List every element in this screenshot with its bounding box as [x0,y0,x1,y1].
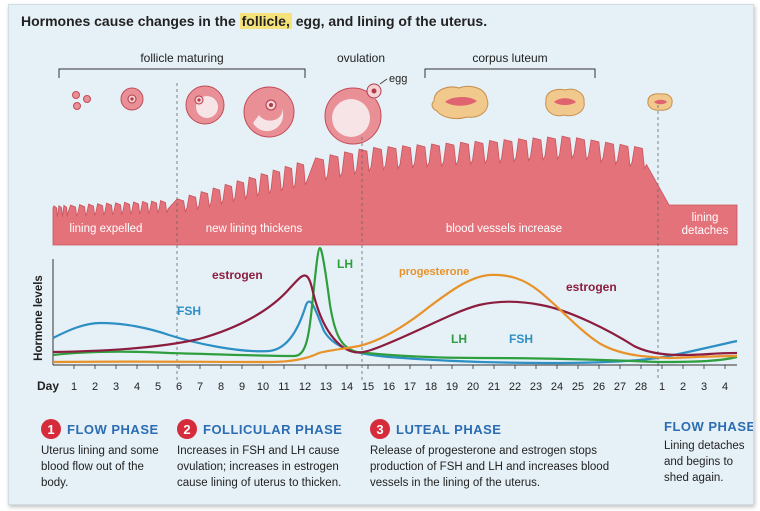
label-egg: egg [389,73,407,85]
corpus-luteum-illustrations [431,85,673,120]
headline: Hormones cause changes in the follicle, … [21,13,487,29]
corpus-luteum-large [431,85,489,120]
label-follicle-maturing: follicle maturing [140,51,223,65]
day-tick-label: 5 [155,381,161,393]
follicle-small [120,87,144,111]
phase-card-flow-return: FLOW PHASE Lining detaches and begins to… [664,419,753,486]
phase-number-badge: 1 [41,419,61,439]
fsh-curve [52,300,738,365]
phase-title: LUTEAL PHASE [396,421,502,437]
phase-card-luteal: 3 LUTEAL PHASE Release of progesterone a… [370,419,632,491]
day-tick-label: 22 [509,381,521,393]
day-tick-label: 27 [614,381,626,393]
day-tick-label: 1 [659,381,665,393]
label-fsh-luteal: FSH [509,332,533,346]
day-tick-label: 23 [530,381,542,393]
bracket-follicle-maturing [58,68,306,78]
phase-number-badge: 2 [177,419,197,439]
label-corpus-luteum: corpus luteum [472,51,547,65]
follicle-primordial [72,91,91,110]
day-tick-label: 10 [257,381,269,393]
uterine-lining [52,135,738,246]
phase-title: FLOW PHASE [664,419,754,434]
day-tick-label: 3 [701,381,707,393]
day-tick-label: 12 [299,381,311,393]
label-estrogen-luteal: estrogen [566,280,617,294]
label-fsh: FSH [177,304,201,318]
phase-head: FLOW PHASE [664,419,753,434]
lh-curve [52,246,738,364]
label-lh-luteal: LH [451,332,467,346]
day-tick-label: 19 [446,381,458,393]
follicle-illustrations [72,78,388,145]
y-axis-label: Hormone levels [33,275,45,361]
day-tick-label: 28 [635,381,647,393]
corpus-luteum-small [647,93,673,111]
corpus-luteum-medium [545,88,585,117]
phase-description: Lining detaches and begins to shed again… [664,440,745,484]
day-ticks: 1 2 3 4 5 6 7 8 9 10 11 12 13 14 15 16 17 18 19 20 21 22 23 24 2… [71,365,728,393]
phase-description: Release of progesterone and estrogen sto… [370,445,610,489]
stage-brackets [58,68,596,78]
label-progesterone: progesterone [399,266,469,278]
day-tick-label: 18 [425,381,437,393]
label-lining-detaches-1: lining [692,212,719,224]
follicle-large [243,86,295,138]
estrogen-curve [52,274,738,357]
phase-title: FOLLICULAR PHASE [203,421,343,437]
phase-description: Uterus lining and some blood flow out of… [41,445,159,489]
label-lining-thickens: new lining thickens [206,223,303,235]
day-tick-label: 2 [92,381,98,393]
day-tick-label: 2 [680,381,686,393]
phase-card-flow: 1 FLOW PHASE Uterus lining and some bloo… [41,419,171,491]
day-tick-label: 26 [593,381,605,393]
chart-axes [52,259,737,366]
headline-highlight: follicle, [239,13,292,29]
label-ovulation: ovulation [337,51,385,65]
day-tick-label: 13 [320,381,332,393]
day-tick-label: 1 [71,381,77,393]
day-tick-label: 3 [113,381,119,393]
x-axis-prefix: Day [37,379,59,393]
follicle-growing [185,85,225,125]
label-lining-detaches-2: detaches [682,225,729,237]
poster: Hormones cause changes in the follicle, … [8,4,754,505]
phase-dividers [176,83,659,381]
day-tick-label: 17 [404,381,416,393]
day-tick-label: 4 [134,381,140,393]
phase-card-follicular: 2 FOLLICULAR PHASE Increases in FSH and … [177,419,357,491]
phase-number-badge: 3 [370,419,390,439]
day-tick-label: 8 [218,381,224,393]
label-vessels-increase: blood vessels increase [446,223,562,235]
label-lining-expelled: lining expelled [70,223,143,235]
phase-head: 3 LUTEAL PHASE [370,419,632,439]
phase-description: Increases in FSH and LH cause ovulation;… [177,445,342,489]
follicle-ovulating [324,78,388,145]
phase-head: 2 FOLLICULAR PHASE [177,419,357,439]
day-tick-label: 14 [341,381,353,393]
day-tick-label: 25 [572,381,584,393]
day-tick-label: 16 [383,381,395,393]
day-tick-label: 24 [551,381,563,393]
headline-text-1: Hormones cause changes in the [21,13,240,29]
day-tick-label: 15 [362,381,374,393]
progesterone-curve [52,273,738,364]
day-tick-label: 7 [197,381,203,393]
bracket-corpus-luteum [424,68,596,78]
day-tick-label: 11 [278,381,289,393]
phase-title: FLOW PHASE [67,421,159,437]
day-tick-label: 6 [176,381,182,393]
cycle-diagram: follicle maturing ovulation corpus luteu… [33,51,738,393]
label-lh: LH [337,257,353,271]
day-tick-label: 4 [722,381,728,393]
day-tick-label: 9 [239,381,245,393]
phase-head: 1 FLOW PHASE [41,419,171,439]
label-estrogen: estrogen [212,268,263,282]
day-tick-label: 21 [488,381,500,393]
day-tick-label: 20 [467,381,479,393]
headline-text-2: egg, and lining of the uterus. [291,13,488,29]
